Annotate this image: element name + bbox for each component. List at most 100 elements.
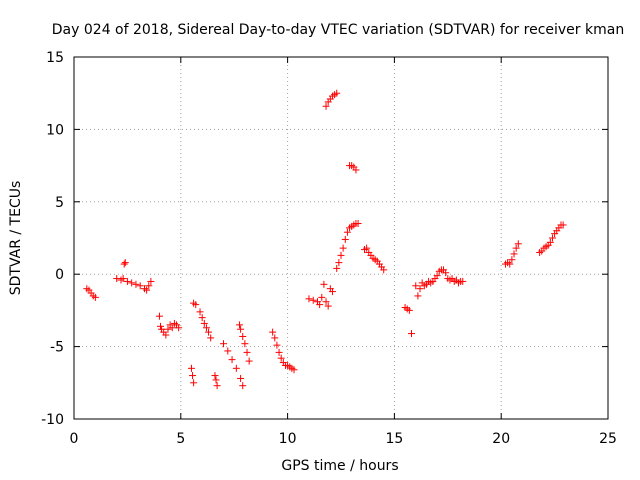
data-point [202,324,210,332]
data-point [192,301,200,309]
data-point [320,280,328,288]
data-point [318,293,326,301]
data-point [416,285,424,293]
data-point [309,296,317,304]
x-tick-label: 20 [492,431,510,447]
data-point [190,379,198,387]
data-point [414,292,422,300]
data-point [143,286,151,294]
data-point [211,372,219,380]
data-point [512,244,520,252]
data-point [559,221,567,229]
data-point [337,251,345,259]
data-point [136,282,144,290]
data-point [120,260,128,268]
data-point [277,354,285,362]
data-point [305,295,313,303]
data-point [123,277,131,285]
data-point [198,314,206,322]
data-point [506,260,514,268]
data-point [324,302,332,310]
data-point [237,325,245,333]
grid-lines [74,57,608,419]
data-point [322,102,330,110]
x-tick-label: 10 [279,431,297,447]
data-point [333,264,341,272]
data-point [328,288,336,296]
data-point [412,282,420,290]
data-point [548,234,556,242]
data-point [354,220,362,228]
data-point [442,269,450,277]
data-point [168,324,176,332]
data-point [343,228,351,236]
data-point [335,259,343,267]
y-tick-label: 15 [46,50,64,66]
data-point [322,298,330,306]
data-point [175,324,183,332]
data-point [546,238,554,246]
data-point [405,306,413,314]
data-point [243,348,251,356]
data-point [162,331,170,339]
data-point [232,364,240,372]
data-point [508,256,516,264]
data-point [239,382,247,390]
data-point [207,334,215,342]
data-point [157,322,165,330]
data-point [132,280,140,288]
data-point [433,272,441,280]
data-point [147,277,155,285]
data-point [228,356,236,364]
data-point [213,382,221,390]
data-point [113,275,121,283]
y-tick-label: 0 [55,267,64,283]
y-tick-label: -10 [41,412,64,428]
plot-frame [73,56,609,420]
data-point [339,244,347,252]
data-points [83,89,567,390]
data-point [128,279,136,287]
data-point [269,328,277,336]
data-point [290,366,298,374]
x-tick-label: 25 [599,431,617,447]
data-point [196,308,204,316]
x-tick-label: 5 [176,431,185,447]
x-tick-label: 15 [385,431,403,447]
data-point [245,357,253,365]
x-tick-label: 0 [70,431,79,447]
data-point [352,166,360,174]
data-point [363,244,371,252]
data-point [341,235,349,243]
data-point [459,277,467,285]
data-point [200,319,208,327]
data-point [220,340,228,348]
x-tick-labels: 0 5 10 15 20 25 [70,431,617,447]
data-point [189,372,197,380]
y-axis-label: SDTVAR / TECUs [8,181,24,296]
y-tick-label: 10 [46,122,64,138]
y-tick-labels: -10 -5 0 5 10 15 [41,50,64,428]
data-point [224,347,232,355]
data-point [316,301,324,309]
data-point [145,282,153,290]
data-point [119,275,127,283]
data-point [121,259,129,267]
data-point [407,330,415,338]
data-point [237,374,245,382]
x-axis-label: GPS time / hours [281,458,398,474]
data-point [212,376,220,384]
data-point [239,332,247,340]
chart-title: Day 024 of 2018, Sidereal Day-to-day VTE… [52,22,624,38]
data-point [333,89,341,97]
data-point [380,266,388,274]
data-point [514,240,522,248]
data-point [155,312,163,320]
data-point [241,340,249,348]
data-point [236,321,244,329]
data-point [275,348,283,356]
axis-ticks [73,56,609,420]
data-point [510,250,518,258]
data-point [205,328,213,336]
